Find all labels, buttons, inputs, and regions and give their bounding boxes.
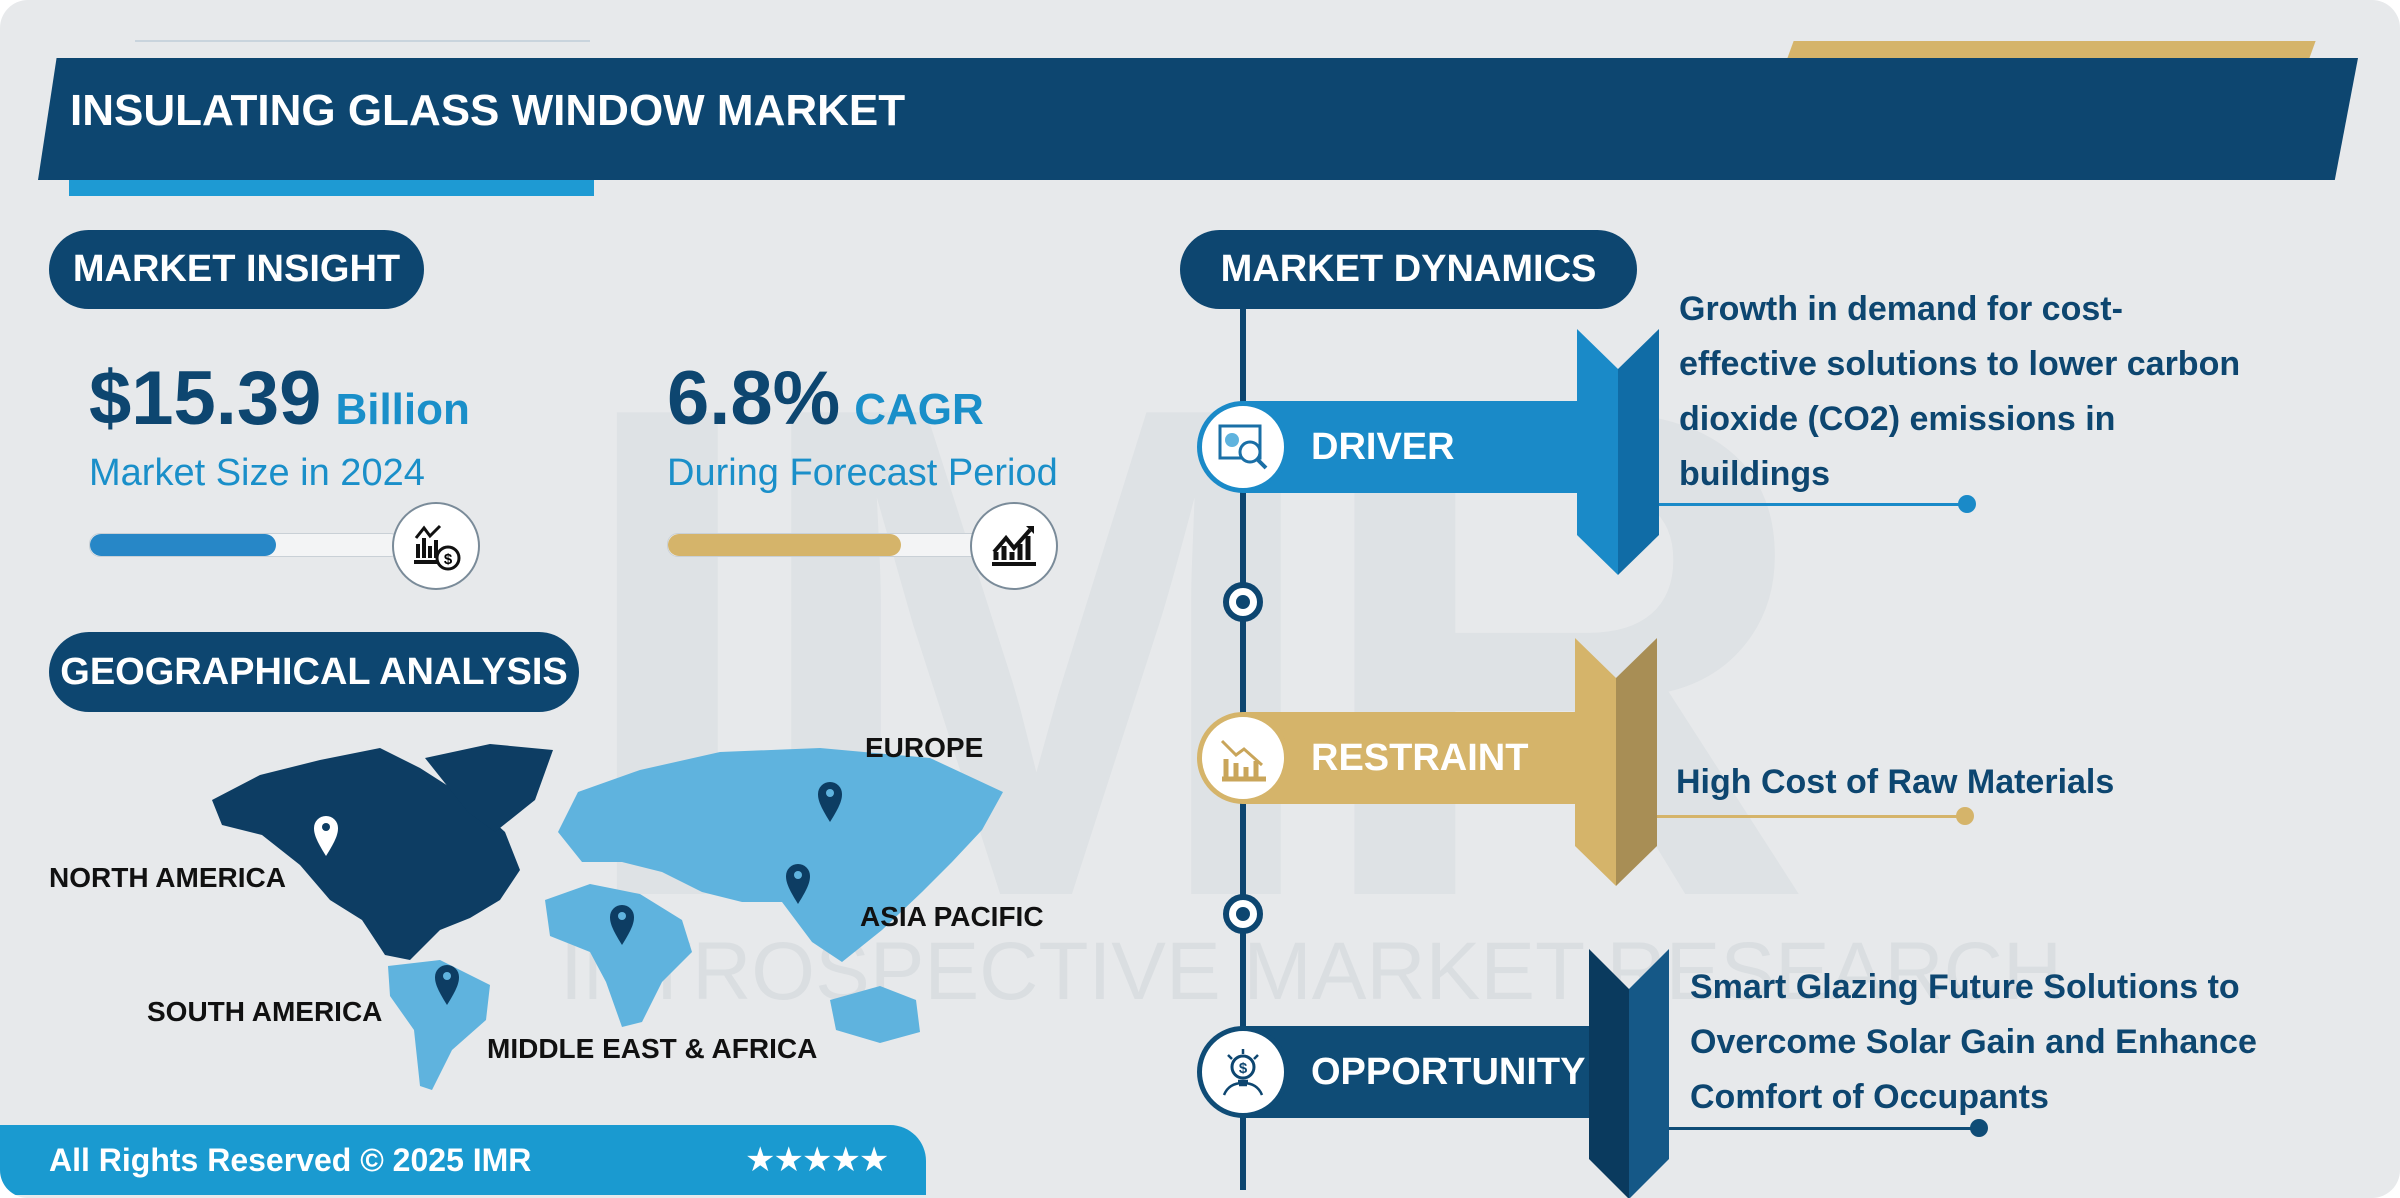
market-insight-heading: MARKET INSIGHT bbox=[49, 230, 424, 309]
opportunity-text-line: Smart Glazing Future Solutions to bbox=[1690, 968, 2240, 1006]
opportunity-text-line: Overcome Solar Gain and Enhance bbox=[1690, 1023, 2257, 1061]
cagr-unit: CAGR bbox=[854, 385, 984, 434]
location-pin-asia bbox=[786, 864, 810, 904]
map-africa bbox=[545, 884, 692, 1027]
driver-band: DRIVER bbox=[1243, 401, 1583, 493]
restraint-chevron bbox=[1575, 638, 1657, 886]
svg-text:$: $ bbox=[1239, 1060, 1248, 1077]
world-map bbox=[212, 744, 1003, 1090]
title-banner bbox=[38, 58, 2358, 180]
cagr-number: 6.8% bbox=[667, 356, 841, 441]
chart-dollar-icon: $ bbox=[392, 502, 480, 590]
driver-text-line: dioxide (CO2) emissions in bbox=[1679, 400, 2116, 438]
market-size-unit: Billion bbox=[335, 385, 470, 434]
cagr-bar-fill bbox=[668, 534, 902, 556]
market-size-number: $15.39 bbox=[89, 356, 322, 441]
timeline-node bbox=[1223, 894, 1263, 934]
driver-label: DRIVER bbox=[1311, 425, 1455, 468]
opportunity-chevron bbox=[1589, 949, 1669, 1198]
map-australia bbox=[830, 986, 920, 1043]
market-dynamics-heading: MARKET DYNAMICS bbox=[1180, 230, 1637, 309]
timeline-node bbox=[1223, 582, 1263, 622]
label-middle-east-africa: MIDDLE EAST & AFRICA bbox=[487, 1033, 818, 1064]
header-divider bbox=[135, 40, 590, 42]
opportunity-band: OPPORTUNITY bbox=[1243, 1026, 1593, 1118]
market-size-bar-fill bbox=[90, 534, 276, 556]
map-north-america bbox=[212, 748, 520, 960]
geographical-analysis-heading: GEOGRAPHICAL ANALYSIS bbox=[49, 632, 579, 712]
label-north-america: NORTH AMERICA bbox=[49, 862, 286, 893]
analytics-icon bbox=[1197, 401, 1289, 493]
opportunity-text: Smart Glazing Future Solutions to Overco… bbox=[1690, 960, 2257, 1125]
label-asia-pacific: ASIA PACIFIC bbox=[860, 901, 1044, 932]
declining-chart-icon bbox=[1197, 712, 1289, 804]
location-pin-africa bbox=[610, 905, 634, 945]
label-europe: EUROPE bbox=[865, 732, 984, 763]
map-greenland bbox=[425, 744, 553, 832]
restraint-label: RESTRAINT bbox=[1311, 736, 1529, 779]
opportunity-connector-dot bbox=[1970, 1119, 1988, 1137]
driver-text-line: buildings bbox=[1679, 455, 1831, 493]
idea-dollar-icon: $ bbox=[1197, 1026, 1289, 1118]
driver-text-line: Growth in demand for cost- bbox=[1679, 290, 2123, 328]
restraint-text: High Cost of Raw Materials bbox=[1676, 763, 2115, 801]
market-size-label: Market Size in 2024 bbox=[89, 452, 425, 494]
driver-connector-dot bbox=[1958, 495, 1976, 513]
watermark-text: INTROSPECTIVE MARKET RESEARCH bbox=[560, 926, 2063, 1017]
copyright-text: All Rights Reserved © 2025 IMR bbox=[49, 1141, 532, 1178]
market-size-value: $15.39 Billion bbox=[89, 355, 470, 442]
opportunity-label: OPPORTUNITY bbox=[1311, 1050, 1586, 1093]
driver-text: Growth in demand for cost- effective sol… bbox=[1679, 282, 2240, 502]
restraint-band: RESTRAINT bbox=[1243, 712, 1583, 804]
opportunity-text-line: Comfort of Occupants bbox=[1690, 1078, 2049, 1116]
opportunity-connector bbox=[1669, 1127, 1979, 1130]
driver-text-line: effective solutions to lower carbon bbox=[1679, 345, 2241, 383]
location-pin-south-america bbox=[435, 965, 459, 1005]
growth-chart-icon bbox=[970, 502, 1058, 590]
map-south-america bbox=[388, 960, 490, 1090]
cagr-label: During Forecast Period bbox=[667, 452, 1058, 494]
cagr-value: 6.8% CAGR bbox=[667, 355, 984, 442]
restraint-connector-dot bbox=[1956, 807, 1974, 825]
label-south-america: SOUTH AMERICA bbox=[147, 996, 383, 1027]
svg-text:$: $ bbox=[444, 551, 453, 568]
market-size-bar bbox=[89, 533, 401, 557]
driver-chevron bbox=[1577, 329, 1659, 575]
driver-connector bbox=[1659, 503, 1967, 506]
restraint-connector bbox=[1657, 815, 1965, 818]
location-pin-north-america bbox=[314, 816, 338, 856]
page-title: INSULATING GLASS WINDOW MARKET bbox=[70, 86, 906, 135]
map-eurasia bbox=[558, 748, 1003, 962]
rating-stars: ★★★★★ bbox=[745, 1141, 889, 1179]
cagr-bar bbox=[667, 533, 984, 557]
location-pin-europe bbox=[818, 782, 842, 822]
footer-bar: All Rights Reserved © 2025 IMR ★★★★★ bbox=[0, 1125, 926, 1195]
